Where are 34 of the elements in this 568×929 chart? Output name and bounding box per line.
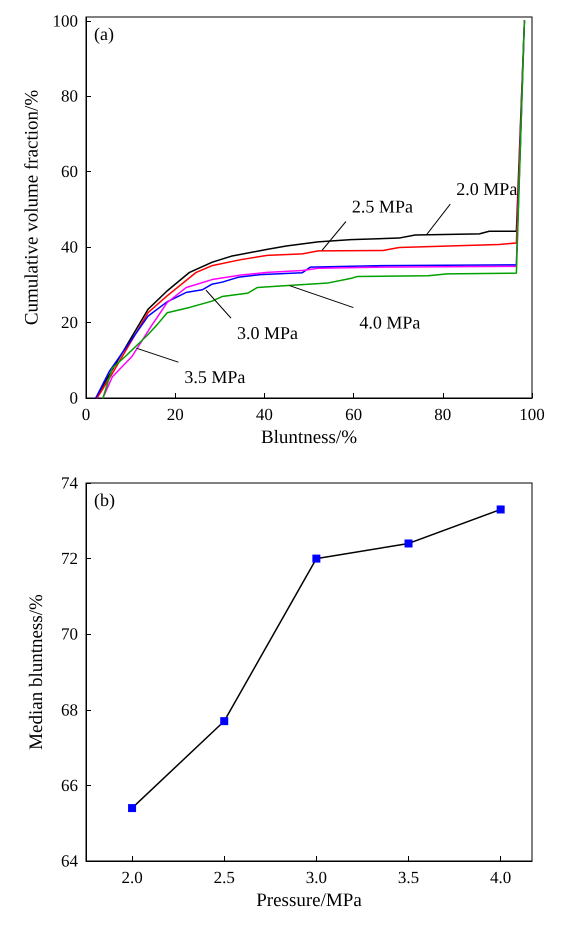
- annotation: 4.0 MPa: [359, 312, 420, 333]
- y-tick-label: 20: [61, 313, 78, 332]
- y-tick-label: 80: [61, 86, 78, 106]
- annotation: 3.0 MPa: [236, 323, 298, 344]
- y-tick-label: 40: [61, 238, 78, 257]
- x-axis-title: Bluntness/%: [260, 427, 358, 448]
- x-tick-label: 40: [256, 405, 273, 424]
- y-tick-label: 66: [61, 776, 78, 795]
- y-tick-label: 68: [61, 700, 78, 720]
- annotation: (a): [94, 24, 114, 44]
- x-tick-label: 3.0: [306, 868, 327, 887]
- annotation: 2.5 MPa: [352, 196, 413, 217]
- x-tick-label: 2.5: [214, 868, 235, 887]
- y-tick-label: 0: [70, 388, 78, 408]
- y-tick-label: 100: [52, 11, 78, 30]
- x-tick-label: 3.5: [398, 868, 420, 887]
- x-axis-title: Pressure/MPa: [256, 890, 362, 911]
- y-tick-label: 60: [61, 162, 78, 182]
- y-tick-label: 70: [61, 624, 78, 644]
- x-tick-label: 4.0: [490, 868, 512, 887]
- y-tick-label: 72: [61, 549, 78, 568]
- x-tick-label: 2.0: [121, 868, 143, 887]
- annotation: 3.5 MPa: [184, 367, 246, 388]
- annotation: (b): [94, 490, 115, 510]
- y-axis-title: Cumulative volume fraction/%: [22, 90, 43, 326]
- x-tick-label: 20: [166, 405, 184, 424]
- y-axis-title: Median bluntness/%: [26, 594, 47, 750]
- annotation: 2.0 MPa: [456, 179, 518, 200]
- x-tick-label: 60: [345, 405, 362, 424]
- y-tick-label: 74: [61, 474, 78, 492]
- x-tick-label: 100: [519, 405, 545, 424]
- y-tick-label: 64: [61, 852, 78, 870]
- x-tick-label: 0: [82, 405, 90, 424]
- x-tick-label: 80: [434, 405, 452, 424]
